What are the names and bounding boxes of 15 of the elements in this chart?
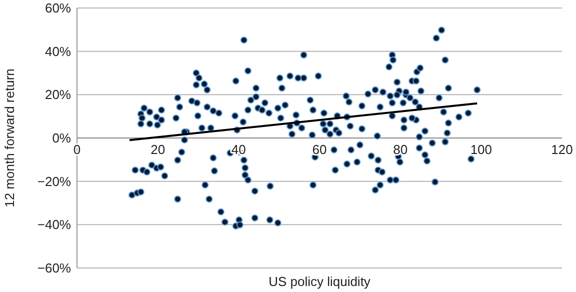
y-tick-label: 20% [44,87,72,102]
x-tick-label: 60 [312,142,327,157]
y-axis-title: 12 month forward return [2,68,17,208]
x-tick-label: 120 [551,142,573,157]
y-tick-label: 0% [52,130,72,146]
x-tick-label: 80 [393,142,408,157]
x-tick-label: 0 [73,142,81,157]
y-tick-label: 60% [44,0,72,16]
y-tick-label: 40% [44,44,72,59]
y-tick-label: −40% [37,217,72,232]
y-tick-label: −60% [37,260,72,276]
x-tick-label: 100 [470,142,492,157]
x-axis-title: US policy liquidity [268,274,371,289]
y-tick-label: −20% [37,174,72,189]
x-tick-label: 20 [150,142,166,157]
